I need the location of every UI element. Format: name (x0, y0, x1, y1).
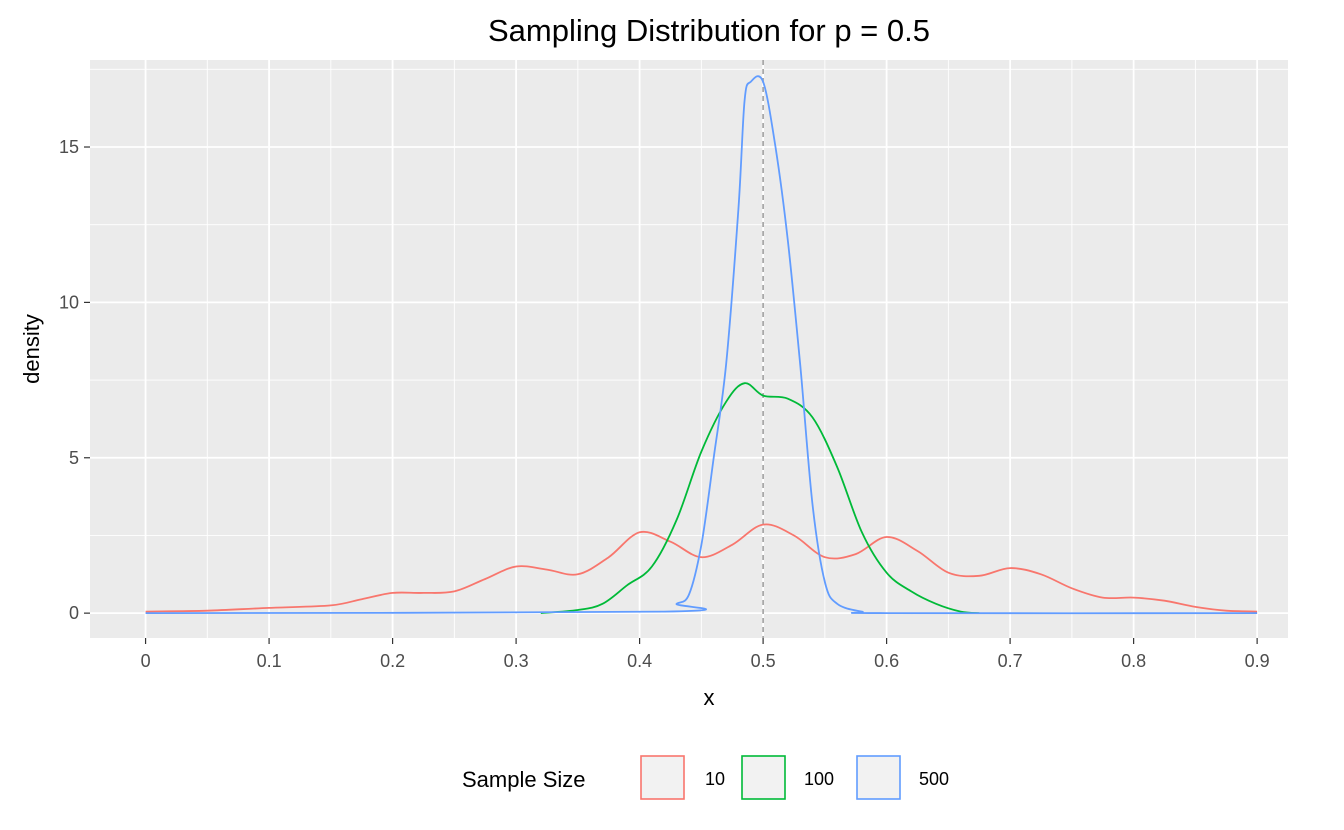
y-tick-label: 0 (69, 603, 79, 623)
y-tick-label: 10 (59, 292, 79, 312)
series-line-10 (145, 523, 1258, 613)
x-tick-label: 0.4 (627, 651, 652, 671)
legend: Sample Size 10 100 500 (462, 755, 949, 800)
legend-title: Sample Size (462, 767, 586, 792)
minor-gridlines (90, 60, 1288, 638)
legend-label-100: 100 (804, 769, 834, 789)
y-tick-label: 5 (69, 448, 79, 468)
x-tick-label: 0.8 (1121, 651, 1146, 671)
x-tick-label: 0.1 (257, 651, 282, 671)
x-tick-label: 0.2 (380, 651, 405, 671)
chart-title: Sampling Distribution for p = 0.5 (488, 13, 930, 48)
series-layer (145, 75, 1258, 615)
plot-panel (90, 60, 1288, 638)
x-tick-label: 0 (141, 651, 151, 671)
series-line-500 (145, 75, 1258, 615)
legend-key-500 (856, 755, 901, 800)
x-tick-label: 0.5 (751, 651, 776, 671)
legend-key-100 (741, 755, 786, 800)
x-axis-title: x (704, 685, 715, 710)
y-axis: 0 5 10 15 (59, 137, 90, 623)
legend-label-500: 500 (919, 769, 949, 789)
legend-label-10: 10 (705, 769, 725, 789)
x-axis: 0 0.1 0.2 0.3 0.4 0.5 0.6 0.7 0.8 0.9 (141, 638, 1270, 671)
y-tick-label: 15 (59, 137, 79, 157)
x-tick-label: 0.9 (1245, 651, 1270, 671)
legend-key-10 (640, 755, 685, 800)
y-axis-title: density (19, 314, 44, 384)
x-tick-label: 0.6 (874, 651, 899, 671)
x-tick-label: 0.3 (504, 651, 529, 671)
x-tick-label: 0.7 (998, 651, 1023, 671)
series-line-100 (540, 382, 980, 614)
